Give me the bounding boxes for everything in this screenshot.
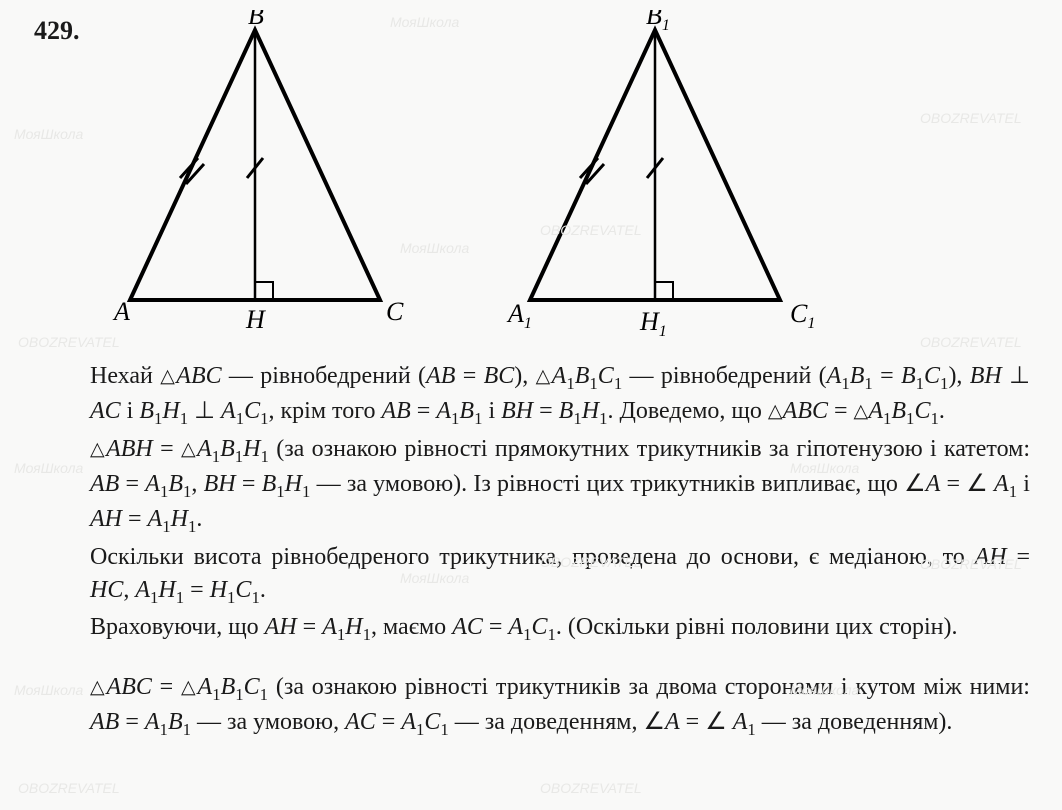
svg-text:B1: B1 — [646, 10, 670, 34]
proof-paragraph: △ABC = △A1B1C1 (за ознакою рівності трик… — [90, 671, 1030, 742]
problem-number: 429. — [34, 16, 80, 46]
watermark: МояШкола — [14, 126, 83, 142]
figures-container: A B C H A1 B1 C1 H1 — [100, 10, 900, 350]
proof-paragraph: △ABH = △A1B1H1 (за ознакою рівності прям… — [90, 433, 1030, 539]
watermark: OBOZREVATEL — [920, 334, 1022, 350]
svg-text:B: B — [248, 10, 264, 30]
watermark: МояШкола — [14, 682, 83, 698]
proof-paragraph: Враховуючи, що AH = A1H1, маємо AC = A1C… — [90, 611, 1030, 646]
proof-paragraph: Оскільки висота рівнобедреного трикутник… — [90, 541, 1030, 610]
watermark: МояШкола — [14, 460, 83, 476]
svg-text:A1: A1 — [506, 299, 532, 332]
watermark: OBOZREVATEL — [540, 780, 642, 796]
proof-text: Нехай △ABC — рівнобедрений (AB = BC), △A… — [90, 360, 1030, 743]
svg-text:H: H — [245, 305, 266, 334]
triangle-abc: A B C H — [112, 10, 404, 334]
triangle-a1b1c1: A1 B1 C1 H1 — [506, 10, 815, 340]
watermark: OBOZREVATEL — [18, 780, 120, 796]
triangles-svg: A B C H A1 B1 C1 H1 — [100, 10, 900, 350]
svg-text:C: C — [386, 297, 404, 326]
proof-paragraph: Нехай △ABC — рівнобедрений (AB = BC), △A… — [90, 360, 1030, 431]
watermark: OBOZREVATEL — [920, 110, 1022, 126]
svg-text:A: A — [112, 297, 130, 326]
svg-text:H1: H1 — [639, 307, 667, 340]
svg-text:C1: C1 — [790, 299, 815, 332]
